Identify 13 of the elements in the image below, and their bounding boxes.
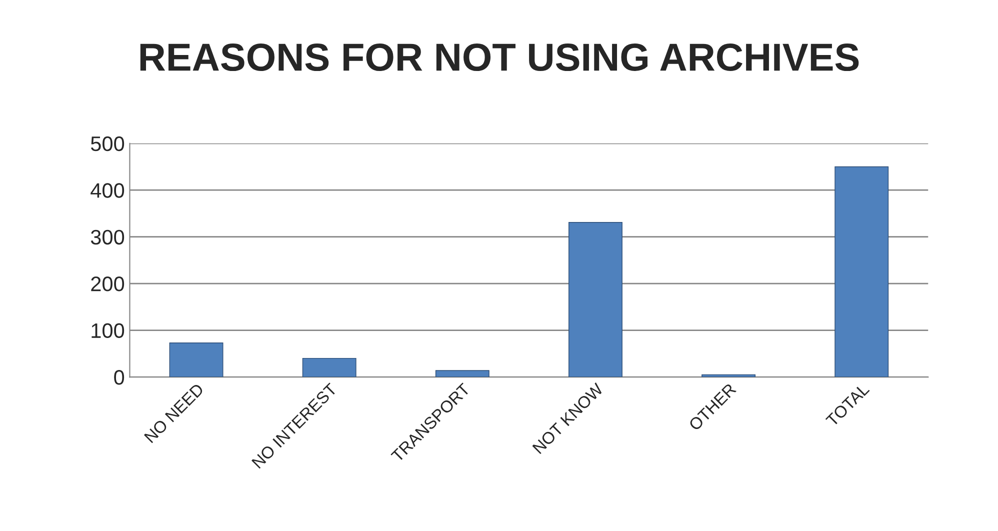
bar	[435, 370, 490, 378]
bar	[302, 358, 356, 378]
bar	[702, 374, 756, 378]
y-tick-label: 300	[90, 230, 124, 245]
y-tick-label: 500	[90, 136, 124, 152]
bar	[834, 166, 889, 378]
y-tick-label: 100	[92, 323, 124, 338]
y-tick-label: 200	[91, 276, 124, 292]
y-tick-label: 0	[114, 370, 124, 385]
y-tick-label: 400	[90, 183, 124, 198]
bar	[568, 222, 622, 378]
chart-title: REASONS FOR NOT USING ARCHIVES	[140, 44, 859, 72]
bar	[169, 342, 224, 378]
